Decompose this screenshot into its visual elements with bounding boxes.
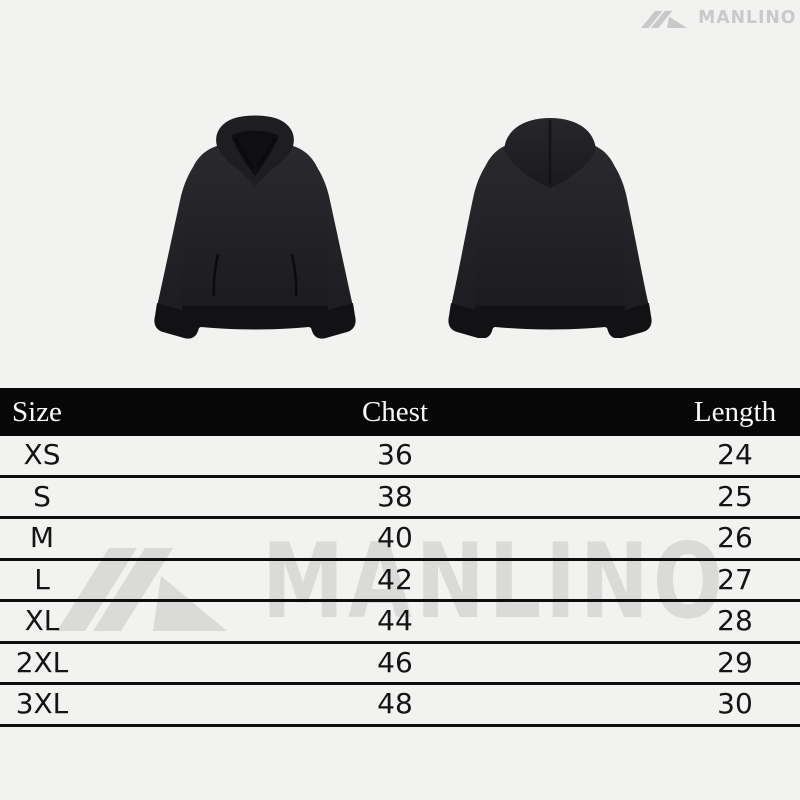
cell-size: M [29,521,55,554]
cell-chest: 48 [377,687,413,720]
cell-length: 30 [717,687,753,720]
table-header-row: Size Chest Length [0,388,800,436]
cell-chest: 42 [377,562,413,596]
header-cell-length: Length [693,396,777,428]
brand-logo: MANLINO [640,7,796,28]
cell-size: 3XL [15,687,69,720]
brand-logo-text: MANLINO [697,7,796,28]
size-chart-table: Size Chest Length XS 36 24 S 38 25 M 40 … [0,388,800,727]
cell-size: XL [24,604,60,637]
table-row: 3XL 48 30 [0,685,800,727]
cell-size: S [33,479,51,513]
cell-chest: 36 [377,438,413,471]
mountain-icon [640,10,687,28]
table-row: XL 44 28 [0,602,800,644]
table-row: 2XL 46 29 [0,644,800,685]
table-row: XS 36 24 [0,436,800,478]
cell-length: 27 [717,562,753,596]
cell-chest: 44 [377,604,413,637]
table-row: M 40 26 [0,519,800,561]
cell-length: 24 [717,438,753,471]
cell-length: 25 [717,479,753,513]
cell-chest: 38 [377,479,413,513]
header-cell-size: Size [12,396,62,428]
header-cell-chest: Chest [361,396,429,428]
cell-size: XS [23,438,61,471]
cell-length: 26 [717,521,753,554]
cell-size: L [34,562,50,596]
watermark-text: MANLINO [262,522,727,642]
hoodie-front-image [154,115,356,339]
watermark-mountain-icon [57,548,227,631]
cell-length: 28 [717,604,753,637]
table-row: S 38 25 [0,478,800,519]
hoodie-back-image [448,118,652,338]
cell-size: 2XL [15,645,69,679]
cell-chest: 40 [377,521,413,554]
table-row: L 42 27 [0,561,800,602]
cell-length: 29 [717,645,753,679]
cell-chest: 46 [377,645,413,679]
